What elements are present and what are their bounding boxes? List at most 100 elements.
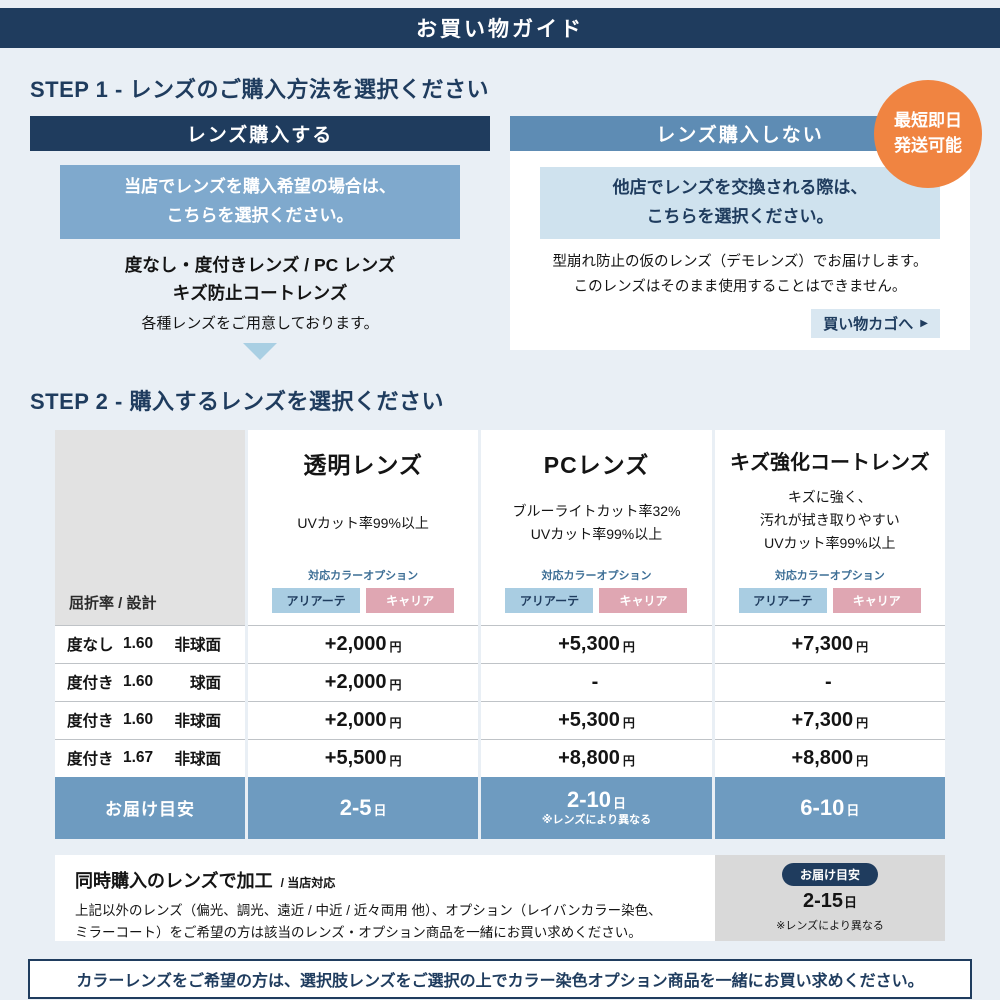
delivery-row-label: お届け目安 [55, 776, 245, 839]
same-day-shipping-badge: 最短即日 発送可能 [874, 80, 982, 188]
price-cell: +7,300 円 [714, 624, 945, 663]
column-desc: ブルーライトカット率32% UVカット率99%以上 [512, 503, 681, 543]
price-unit: 円 [622, 753, 635, 768]
row-design: 非球面 [174, 751, 221, 769]
footer-delivery-unit: 日 [844, 894, 858, 910]
price-cell: +8,800 円 [714, 738, 945, 777]
footer-title-suffix: / 当店対応 [280, 875, 336, 890]
price-cell: +8,800 円 [481, 738, 712, 777]
cart-link-label: 買い物カゴへ [823, 315, 914, 333]
lens-purchase-header[interactable]: レンズ購入する [30, 116, 490, 151]
lens-types-text: 度なし・度付きレンズ / PC レンズ キズ防止コートレンズ [124, 254, 396, 303]
delivery-cell: 6-10 日 [714, 776, 945, 839]
table-corner-cell: 屈折率 / 設計 [55, 429, 245, 625]
delivery-unit: 日 [373, 803, 387, 819]
row-index: 1.60 [123, 711, 154, 729]
step1-section: レンズ購入する 当店でレンズを購入希望の場合は、 こちらを選択ください。 度なし… [0, 116, 1000, 360]
purchase-highlight-box: 当店でレンズを購入希望の場合は、 こちらを選択ください。 [60, 165, 460, 239]
cart-arrow-icon: ▶ [920, 317, 928, 329]
price-cell: +5,500 円 [248, 738, 479, 777]
no-purchase-body: 他店でレンズを交換される際は、 こちらを選択ください。 型崩れ防止の仮のレンズ（… [510, 151, 970, 350]
no-purchase-panel: レンズ購入しない 他店でレンズを交換される際は、 こちらを選択ください。 型崩れ… [510, 116, 970, 360]
price-unit: 円 [856, 715, 869, 730]
row-type: 度付き [67, 675, 114, 693]
color-option-block: 対応カラーオプション アリアーテ キャリア [738, 567, 921, 613]
row-design: 非球面 [174, 637, 221, 655]
price-cell: - [481, 662, 712, 701]
lens-table: 屈折率 / 設計 透明レンズ UVカット率99%以上 対応カラーオプション アリ… [55, 429, 945, 839]
price-unit: 円 [389, 753, 402, 768]
color-lens-note: カラーレンズをご希望の方は、選択肢レンズをご選択の上でカラー染色オプション商品を… [76, 972, 924, 990]
ariaate-badge: アリアーテ [505, 587, 594, 613]
column-title: 透明レンズ [303, 451, 423, 478]
footer-delivery-box: お届け目安 2-15 日 ※レンズにより異なる [715, 854, 945, 941]
price-cell: +5,300 円 [481, 624, 712, 663]
delivery-days: 2-5 [339, 794, 372, 820]
simultaneous-purchase-info: 同時購入のレンズで加工 / 当店対応 上記以外のレンズ（偏光、調光、遠近 / 中… [55, 854, 945, 941]
price-unit: 円 [389, 715, 402, 730]
row-type: 度付き [67, 713, 114, 731]
price-cell: +5,300 円 [481, 700, 712, 739]
price-value: +2,000 [324, 670, 387, 693]
price-unit: 円 [389, 677, 402, 692]
price-unit: 円 [622, 639, 635, 654]
cart-link-row: 買い物カゴへ ▶ [540, 308, 940, 338]
lens-types-note: 各種レンズをご用意しております。 [141, 314, 379, 332]
price-value: +2,000 [324, 632, 387, 655]
color-option-block: 対応カラーオプション アリアーテ キャリア [505, 567, 688, 613]
row-type: 度なし [67, 637, 114, 655]
career-badge: キャリア [832, 587, 921, 613]
lens-purchase-panel: レンズ購入する 当店でレンズを購入希望の場合は、 こちらを選択ください。 度なし… [30, 116, 490, 360]
step2-heading: STEP 2 - 購入するレンズを選択ください [30, 388, 445, 414]
career-badge: キャリア [599, 587, 688, 613]
column-header-pc-lens: PCレンズ ブルーライトカット率32% UVカット率99%以上 対応カラーオプシ… [481, 429, 712, 625]
row-label: 度付き 1.60 非球面 [55, 700, 245, 739]
footer-text-block: 同時購入のレンズで加工 / 当店対応 上記以外のレンズ（偏光、調光、遠近 / 中… [55, 855, 715, 941]
column-desc: UVカット率99%以上 [297, 514, 429, 531]
ariaate-badge: アリアーテ [272, 587, 361, 613]
color-option-badges: アリアーテ キャリア [738, 587, 921, 613]
cart-link[interactable]: 買い物カゴへ ▶ [811, 308, 940, 338]
ariaate-badge: アリアーテ [738, 587, 827, 613]
row-index: 1.60 [123, 635, 154, 653]
price-cell: - [714, 662, 945, 701]
row-design: 非球面 [174, 713, 221, 731]
delivery-days: 2-10 [566, 787, 611, 813]
row-label: 度付き 1.60 球面 [55, 662, 245, 701]
price-value: +2,000 [324, 708, 387, 731]
row-label: 度付き 1.67 非球面 [55, 738, 245, 777]
delivery-estimate-pill: お届け目安 [781, 862, 878, 886]
price-value: +5,300 [558, 708, 620, 731]
lens-purchase-body: 当店でレンズを購入希望の場合は、 こちらを選択ください。 度なし・度付きレンズ … [30, 151, 490, 333]
row-type: 度付き [67, 751, 114, 769]
price-cell: +2,000 円 [248, 624, 479, 663]
color-option-label: 対応カラーオプション [308, 569, 419, 582]
column-desc-wrap: ブルーライトカット率32% UVカット率99%以上 [512, 480, 680, 567]
row-label: 度なし 1.60 非球面 [55, 624, 245, 663]
footer-delivery-note: ※レンズにより異なる [776, 919, 884, 932]
column-desc-wrap: キズに強く、 汚れが拭き取りやすい UVカット率99%以上 [760, 475, 900, 567]
career-badge: キャリア [366, 587, 455, 613]
price-value: - [591, 670, 599, 693]
page-header: お買い物ガイド [0, 8, 1000, 48]
color-option-label: 対応カラーオプション [541, 569, 652, 582]
color-option-badges: アリアーテ キャリア [505, 587, 688, 613]
price-value: +8,800 [791, 746, 854, 769]
price-cell: +2,000 円 [248, 662, 479, 701]
price-unit: 円 [856, 753, 869, 768]
demo-lens-note: 型崩れ防止の仮のレンズ（デモレンズ）でお届けします。 このレンズはそのまま使用す… [552, 253, 928, 296]
price-unit: 円 [389, 639, 402, 654]
column-desc-wrap: UVカット率99%以上 [297, 480, 428, 567]
price-value: +8,800 [558, 746, 620, 769]
footer-delivery-value: 2-15 日 [803, 890, 857, 913]
delivery-note: ※レンズにより異なる [541, 814, 652, 827]
price-cell: +2,000 円 [248, 700, 479, 739]
delivery-unit: 日 [613, 795, 627, 811]
corner-label: 屈折率 / 設計 [69, 594, 157, 612]
color-option-block: 対応カラーオプション アリアーテ キャリア [272, 567, 455, 613]
delivery-unit: 日 [846, 803, 860, 819]
column-desc: キズに強く、 汚れが拭き取りやすい UVカット率99%以上 [759, 489, 900, 552]
price-value: +7,300 [791, 708, 854, 731]
footer-delivery-days: 2-15 [802, 889, 843, 912]
